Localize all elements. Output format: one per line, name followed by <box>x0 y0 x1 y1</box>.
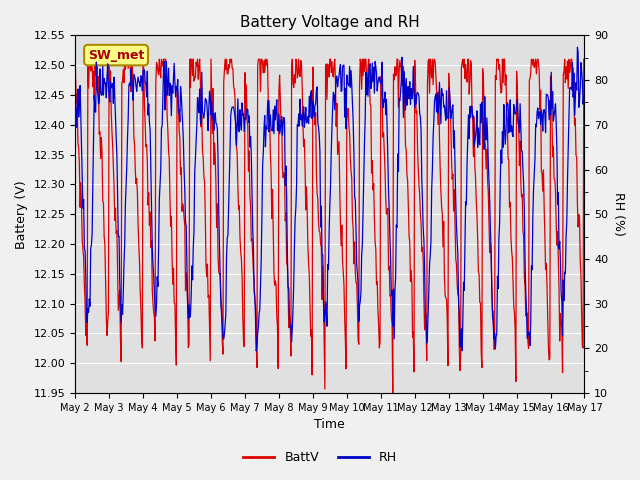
Text: SW_met: SW_met <box>88 48 144 61</box>
Legend: BattV, RH: BattV, RH <box>238 446 402 469</box>
X-axis label: Time: Time <box>314 419 345 432</box>
Y-axis label: RH (%): RH (%) <box>612 192 625 236</box>
Title: Battery Voltage and RH: Battery Voltage and RH <box>240 15 420 30</box>
Y-axis label: Battery (V): Battery (V) <box>15 180 28 249</box>
